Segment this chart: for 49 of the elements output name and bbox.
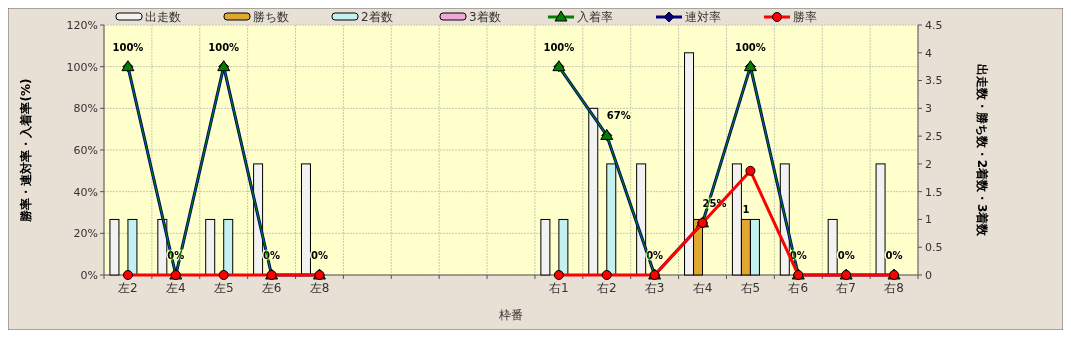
y2-tick-label: 4.5 (925, 18, 943, 32)
data-label: 67% (606, 110, 631, 122)
x-tick-label: 右5 (740, 281, 761, 295)
legend-label: 勝率 (793, 10, 817, 25)
x-tick-label: 右6 (788, 281, 809, 295)
y-tick-label: 80% (73, 102, 98, 116)
y-tick-label: 100% (66, 60, 98, 74)
x-tick-label: 左2 (118, 281, 138, 295)
y2-axis-title: 出走数・勝ち数・2着数・3着数 (975, 63, 989, 238)
x-tick-label: 右7 (836, 281, 856, 295)
x-tick-label: 左8 (309, 281, 330, 295)
y2-tick-label: 1 (925, 213, 932, 227)
y-tick-label: 120% (66, 18, 98, 32)
x-tick-label: 右2 (596, 281, 617, 295)
x-tick-label: 左4 (166, 281, 186, 295)
y2-tick-label: 0.5 (925, 241, 943, 255)
legend-label: 入着率 (577, 10, 613, 25)
y2-tick-label: 3 (925, 102, 932, 116)
x-tick-label: 右3 (644, 281, 665, 295)
legend-label: 3着数 (469, 10, 501, 25)
x-axis-title: 枠番 (498, 308, 523, 322)
y2-tick-label: 2.5 (925, 129, 943, 143)
y2-tick-label: 1.5 (925, 185, 943, 199)
data-label: 100% (208, 41, 240, 53)
legend-label: 2着数 (361, 10, 393, 25)
data-label: 1 (742, 204, 750, 216)
data-label: 0% (837, 250, 855, 261)
x-tick-label: 右8 (884, 281, 904, 295)
legend-label: 出走数 (145, 10, 181, 25)
x-tick-label: 右1 (549, 281, 569, 295)
y-axis-title: 勝率・連対率・入着率(%) (19, 78, 33, 223)
y-tick-label: 0% (80, 268, 98, 282)
legend-label: 連対率 (685, 10, 721, 25)
x-tick-label: 左6 (261, 281, 282, 295)
data-label: 0% (310, 250, 328, 261)
x-tick-label: 右4 (692, 281, 713, 295)
y-tick-label: 40% (73, 185, 98, 199)
data-label: 0% (885, 250, 903, 261)
y-tick-label: 20% (73, 227, 98, 241)
x-tick-label: 左5 (213, 281, 234, 295)
y2-tick-label: 2 (925, 157, 932, 171)
y2-tick-label: 3.5 (925, 74, 943, 88)
y2-tick-label: 4 (925, 46, 932, 60)
data-label: 100% (734, 41, 766, 53)
y-tick-label: 60% (73, 143, 98, 157)
data-label: 100% (112, 41, 144, 53)
y2-tick-label: 0 (925, 268, 932, 282)
data-label: 100% (543, 41, 575, 53)
legend-label: 勝ち数 (253, 10, 289, 25)
